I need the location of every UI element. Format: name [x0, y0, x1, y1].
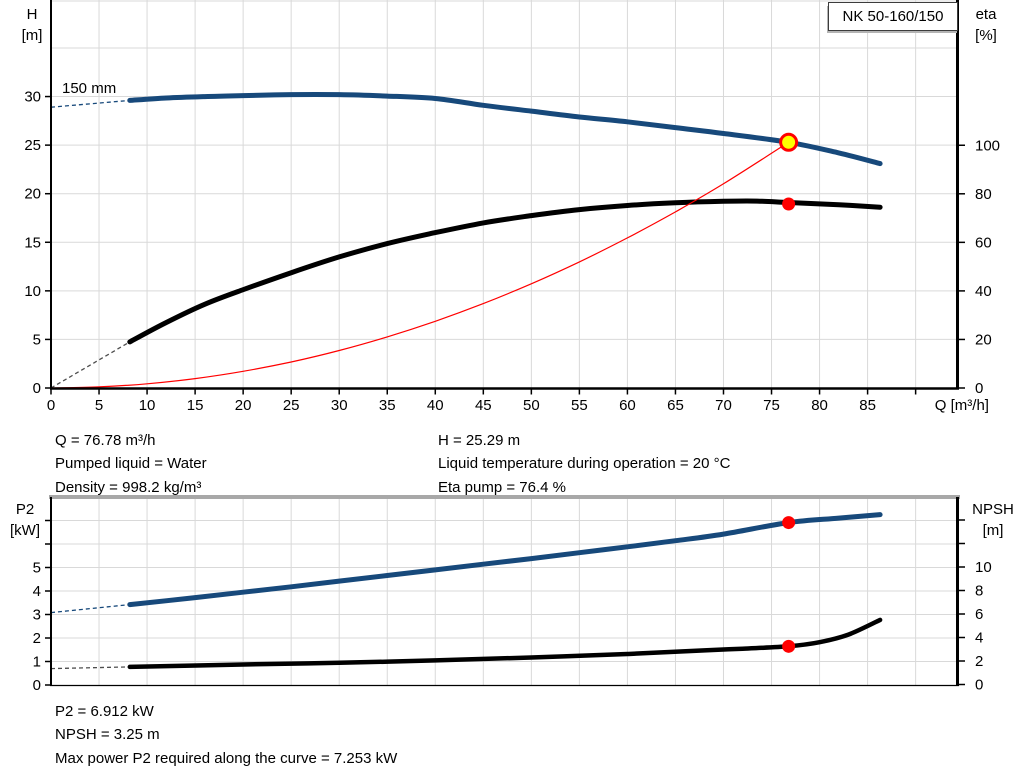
x-axis-tick-label: 35	[379, 397, 396, 414]
axis-title-line: P2	[15, 501, 35, 518]
x-axis-tick-label: 55	[571, 397, 588, 414]
x-axis-tick-label: 40	[427, 397, 444, 414]
pump-model-label: NK 50-160/150	[842, 8, 944, 25]
x-axis-tick-label: 15	[187, 397, 204, 414]
efficiency-curve	[127, 198, 883, 345]
npsh-curve-extrapolation	[50, 666, 130, 670]
right-axis-tick-label: 6	[975, 606, 983, 623]
bottom-right-axis-title: NPSH [m]	[964, 499, 1022, 541]
right-axis-tick-label: 100	[975, 137, 1000, 154]
x-axis-tick-label: 30	[331, 397, 348, 414]
head-curve-extrapolation	[50, 99, 130, 108]
duty-info-right: H = 25.29 m Liquid temperature during op…	[438, 429, 730, 499]
p2-point	[782, 516, 796, 530]
axis-title-line: [kW]	[10, 522, 40, 539]
left-axis-tick-label: 25	[24, 137, 41, 154]
left-axis-tick-label: 0	[33, 380, 41, 397]
info-flow: Q = 76.78 m³/h	[55, 432, 156, 449]
right-axis-tick-label: 40	[975, 283, 992, 300]
x-axis-tick-label: 60	[619, 397, 636, 414]
x-axis-tick-label: 50	[523, 397, 540, 414]
info-liquid-temperature: Liquid temperature during operation = 20…	[438, 455, 731, 473]
x-axis-title: Q [m³/h]	[935, 397, 989, 414]
left-axis-tick-label: 20	[24, 186, 41, 203]
efficiency-curve-extrapolation	[50, 341, 131, 389]
duty-info-bottom: P2 = 6.912 kW NPSH = 3.25 m Max power P2…	[55, 700, 397, 770]
axis-title-line: H	[26, 6, 38, 23]
top-left-axis-title: H [m]	[14, 4, 50, 46]
info-p2: P2 = 6.912 kW	[55, 703, 154, 720]
right-axis-tick-label: 8	[975, 583, 983, 600]
duty-info-left: Q = 76.78 m³/h Pumped liquid = Water Den…	[55, 429, 207, 499]
system-resistance-curve	[50, 141, 790, 389]
info-eta-pump: Eta pump = 76.4 %	[438, 478, 566, 496]
info-head: H = 25.29 m	[438, 432, 521, 449]
left-axis-tick-label: 15	[24, 234, 41, 251]
x-axis-tick-label: 20	[235, 397, 252, 414]
info-density: Density = 998.2 kg/m³	[55, 478, 202, 496]
x-axis-tick-label: 5	[95, 397, 103, 414]
x-axis-tick-label: 45	[475, 397, 492, 414]
impeller-diameter-label: 150 mm	[62, 80, 117, 97]
right-axis-tick-label: 80	[975, 186, 992, 203]
efficiency-point	[782, 197, 796, 211]
right-axis-tick-label: 4	[975, 630, 983, 647]
npsh-point	[782, 639, 796, 653]
head-curve	[127, 91, 883, 167]
right-axis-tick-label: 60	[975, 234, 992, 251]
left-axis-tick-label: 3	[33, 607, 41, 624]
right-axis-tick-label: 2	[975, 653, 983, 670]
right-axis-tick-label: 20	[975, 331, 992, 348]
p2-power-curve-extrapolation	[50, 603, 130, 614]
info-max-power: Max power P2 required along the curve = …	[55, 749, 398, 767]
axis-title-line: [m]	[982, 522, 1004, 539]
left-axis-tick-label: 5	[33, 331, 41, 348]
top-right-axis-title: eta [%]	[966, 4, 1006, 46]
x-axis-tick-label: 80	[811, 397, 828, 414]
left-axis-tick-label: 4	[33, 583, 41, 600]
right-axis-tick-label: 10	[975, 559, 992, 576]
x-axis-tick-label: 75	[763, 397, 780, 414]
npsh-curve	[127, 617, 883, 670]
info-pumped-liquid: Pumped liquid = Water	[55, 455, 207, 473]
left-axis-tick-label: 0	[33, 677, 41, 694]
right-axis-tick-label: 0	[975, 677, 983, 694]
info-npsh: NPSH = 3.25 m	[55, 726, 160, 744]
x-axis-tick-label: 10	[139, 397, 156, 414]
x-axis-tick-label: 0	[47, 397, 55, 414]
left-axis-tick-label: 2	[33, 630, 41, 647]
axis-title-line: eta	[975, 6, 997, 23]
left-axis-tick-label: 10	[24, 283, 41, 300]
left-axis-tick-label: 5	[33, 560, 41, 577]
x-axis-tick-label: 70	[715, 397, 732, 414]
left-axis-tick-label: 1	[33, 654, 41, 671]
right-axis-tick-label: 0	[975, 380, 983, 397]
x-axis-tick-label: 25	[283, 397, 300, 414]
p2-power-curve	[127, 512, 883, 608]
left-axis-tick-label: 30	[24, 89, 41, 106]
duty-point	[779, 132, 799, 152]
axis-title-line: NPSH	[972, 501, 1014, 518]
axis-title-line: [%]	[975, 27, 997, 44]
x-axis-tick-label: 65	[667, 397, 684, 414]
bottom-left-axis-title: P2 [kW]	[2, 499, 48, 541]
x-axis-tick-label: 85	[859, 397, 876, 414]
pump-model-box: NK 50-160/150	[828, 2, 958, 31]
axis-title-line: [m]	[21, 27, 43, 44]
